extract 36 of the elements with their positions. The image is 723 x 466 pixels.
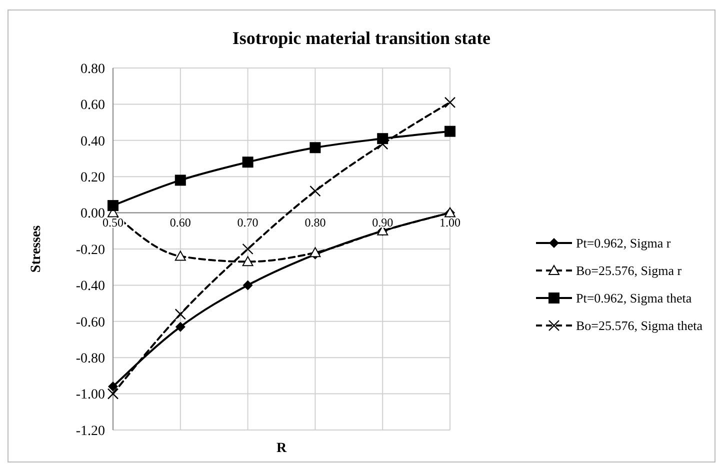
y-axis-title: Stresses <box>29 224 44 273</box>
legend-label: Bo=25.576, Sigma theta <box>576 318 703 334</box>
y-tick-label: 0.20 <box>80 170 105 186</box>
point <box>444 126 456 137</box>
y-tick-label: -1.00 <box>76 388 105 403</box>
point <box>444 96 456 108</box>
point <box>107 388 119 400</box>
point <box>242 156 254 168</box>
x-tick-label: 0.80 <box>304 215 326 230</box>
point <box>174 174 186 186</box>
x-tick-label: 0.60 <box>170 215 191 230</box>
y-tick-label: -1.20 <box>76 424 105 439</box>
y-tick-label: 0.60 <box>80 98 105 114</box>
point <box>175 322 186 332</box>
x-tick-label: 1.00 <box>440 215 460 230</box>
point <box>242 256 254 266</box>
y-tick-label: -0.60 <box>76 315 105 330</box>
point <box>174 250 186 261</box>
x-axis-title: R <box>276 441 288 456</box>
point <box>310 185 321 197</box>
y-tick-label: -0.20 <box>76 242 105 258</box>
point <box>108 200 118 212</box>
point <box>174 308 186 320</box>
y-tick-label: -0.80 <box>76 352 105 366</box>
legend-label: Pt=0.962, Sigma theta <box>576 290 692 306</box>
chart-title: Isotropic material transition state <box>232 28 491 48</box>
legend-label: Pt=0.962, Sigma r <box>576 236 672 251</box>
point <box>310 142 321 154</box>
y-tick-label: 0.80 <box>80 62 105 77</box>
y-tick-label: 0.40 <box>80 134 105 150</box>
point <box>242 280 253 290</box>
x-tick-label: 0.90 <box>372 215 394 230</box>
point <box>108 382 118 392</box>
y-tick-label: -0.40 <box>76 279 105 294</box>
legend-label: Bo=25.576, Sigma r <box>576 263 682 278</box>
x-tick-label: 0.70 <box>237 215 258 230</box>
